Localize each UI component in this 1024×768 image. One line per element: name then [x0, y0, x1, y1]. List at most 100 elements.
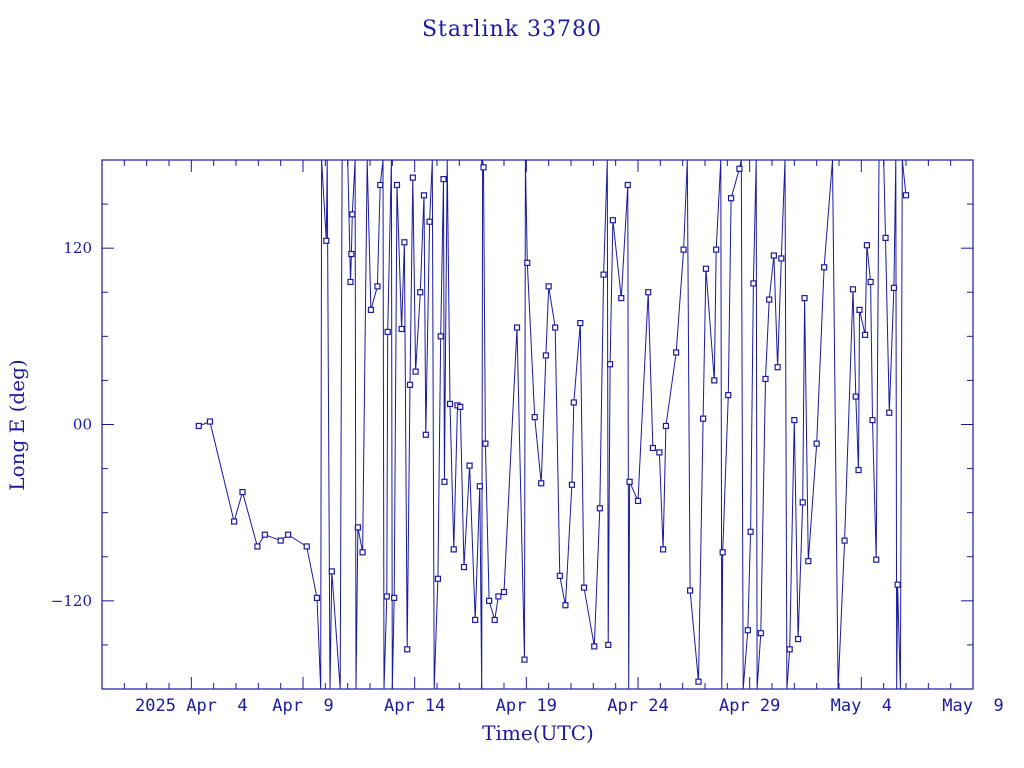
y-tick-label: −120: [51, 592, 92, 610]
data-point: [552, 324, 559, 331]
data-point: [606, 361, 614, 368]
data-point: [580, 584, 588, 591]
data-point: [873, 556, 880, 563]
data-point: [239, 488, 246, 496]
data-point: [813, 440, 820, 447]
y-tick-label: 00: [73, 416, 92, 434]
plot-frame: [101, 159, 974, 690]
plot-area: [195, 160, 910, 689]
data-point: [902, 192, 910, 199]
data-point: [791, 416, 798, 424]
data-point: [645, 289, 652, 296]
data-point: [466, 462, 473, 469]
data-point: [476, 483, 483, 490]
data-point: [437, 333, 444, 340]
y-tick-label: 120: [63, 239, 92, 257]
data-point: [545, 283, 552, 290]
data-point: [855, 466, 862, 474]
data-point: [401, 239, 408, 246]
data-point: [794, 635, 802, 643]
data-point: [524, 259, 531, 266]
data-point: [626, 478, 633, 485]
data-point: [254, 543, 261, 550]
data-point: [805, 558, 812, 565]
data-point: [404, 646, 411, 653]
data-point: [538, 480, 545, 487]
data-point: [577, 320, 584, 327]
data-point: [472, 616, 479, 624]
data-point: [420, 192, 428, 199]
x-tick-label: May 9: [942, 696, 1003, 716]
data-point: [856, 306, 863, 313]
y-axis-label: Long E (deg): [5, 359, 29, 490]
data-point: [680, 246, 687, 253]
data-point: [495, 593, 502, 600]
data-point: [821, 264, 828, 271]
data-point: [328, 568, 335, 575]
data-point: [434, 575, 442, 582]
data-point: [440, 176, 447, 183]
data-point: [513, 324, 521, 331]
data-point: [757, 630, 764, 637]
data-point: [521, 656, 528, 663]
data-point: [609, 217, 616, 224]
data-point: [778, 255, 785, 262]
data-point: [348, 250, 355, 258]
data-point: [750, 280, 757, 287]
data-point: [591, 643, 598, 650]
data-point: [384, 328, 391, 336]
data-point: [649, 444, 656, 452]
data-point: [542, 352, 549, 359]
data-point: [719, 549, 726, 556]
data-point: [786, 646, 793, 653]
data-point: [303, 543, 310, 550]
data-point: [285, 531, 292, 538]
data-point: [770, 252, 777, 259]
data-point: [662, 422, 670, 430]
data-point: [727, 195, 735, 202]
data-point: [354, 524, 362, 531]
data-point: [801, 295, 808, 302]
data-point: [702, 265, 710, 272]
data-point: [398, 325, 405, 333]
data-point: [766, 296, 773, 303]
data-point: [725, 392, 732, 399]
data-point: [426, 218, 433, 225]
data-point: [774, 364, 781, 371]
data-point: [457, 403, 464, 410]
data-point: [882, 234, 889, 241]
data-point: [736, 165, 743, 172]
data-point: [841, 537, 848, 544]
data-point: [195, 422, 202, 430]
chart-title: Starlink 33780: [422, 17, 602, 42]
data-point: [391, 594, 398, 601]
data-point: [261, 531, 268, 538]
x-tick-label: 2025 Apr 4: [135, 696, 248, 716]
data-point: [323, 237, 330, 244]
data-point: [206, 418, 214, 425]
data-point: [852, 393, 859, 400]
data-point: [799, 499, 806, 506]
data-point: [624, 181, 631, 189]
data-point: [422, 431, 429, 438]
data-point: [450, 546, 457, 553]
data-point: [412, 368, 419, 375]
data-point: [446, 400, 454, 408]
data-point: [482, 440, 489, 447]
data-point: [480, 164, 487, 171]
data-point: [656, 449, 663, 456]
data-point: [890, 284, 898, 291]
data-point: [349, 211, 356, 218]
data-point: [849, 286, 857, 293]
data-point: [406, 381, 414, 388]
data-point: [605, 641, 612, 649]
data-point: [660, 546, 667, 553]
data-point: [562, 602, 569, 609]
data-point: [700, 415, 707, 422]
data-point: [600, 271, 607, 278]
data-point: [277, 537, 284, 544]
data-point: [869, 416, 876, 424]
data-point: [618, 295, 625, 302]
data-point: [374, 283, 381, 290]
